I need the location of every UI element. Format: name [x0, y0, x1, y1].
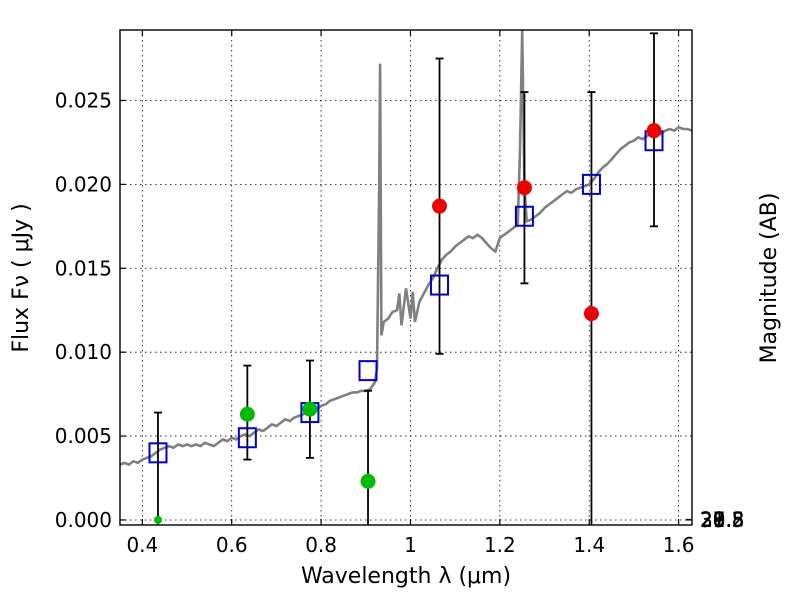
low-sn-point [153, 515, 162, 524]
low-sn-point [239, 406, 255, 422]
x-tick-label: 0.8 [305, 533, 337, 557]
x-tick-label: 1 [404, 533, 417, 557]
x-tick-label: 0.6 [216, 533, 248, 557]
magnitude-tick-label: 28 [700, 508, 725, 532]
model-spectrum [119, 29, 693, 467]
magnitude-tick-label: 31 [700, 508, 725, 532]
model-spectrum-line [119, 29, 693, 467]
x-tick-label: 1.2 [484, 533, 516, 557]
model-photometry-square [358, 360, 378, 382]
magnitude-tick-label: 28.2 [700, 508, 745, 532]
error-bars [153, 32, 659, 525]
y-tick-label: 0.000 [55, 508, 112, 532]
model-photometry [148, 130, 664, 464]
y-tick-label: 0.020 [55, 172, 112, 196]
detection-point [583, 306, 599, 322]
plot-frame [119, 29, 693, 526]
magnitude-tick-label: 29 [700, 508, 725, 532]
magnitude-tick-label: 28.5 [700, 508, 745, 532]
x-tick-label: 1.4 [573, 533, 605, 557]
model-photometry-square [148, 442, 168, 464]
detection-point [646, 123, 662, 139]
observed-photometry [153, 123, 662, 524]
grid [120, 30, 692, 525]
x-tick-label: 0.4 [126, 533, 158, 557]
y-tick-label: 0.010 [55, 340, 112, 364]
axis-ticks [120, 30, 692, 525]
y-tick-label: 0.005 [55, 424, 112, 448]
y-tick-labels: 0.000 0.005 0.010 0.015 0.020 0.025 [55, 88, 112, 531]
y-axis-label: Flux Fν ( μJy ) [9, 203, 34, 352]
y-tick-label: 0.025 [55, 88, 112, 112]
model-photometry-square [237, 427, 257, 449]
x-tick-labels: 0.4 0.6 0.8 1 1.2 1.4 1.6 [126, 533, 694, 557]
magnitude-tick-label: 27.8 [700, 508, 745, 532]
magnitude-tick-label: 29.5 [700, 508, 745, 532]
y-tick-label: 0.015 [55, 256, 112, 280]
detection-point [516, 180, 532, 196]
magnitude-axis-label: Magnitude (AB) [757, 193, 782, 364]
plot-border [119, 29, 693, 526]
detection-point [432, 198, 448, 214]
model-photometry-square [430, 274, 450, 296]
low-sn-point [360, 473, 376, 489]
model-photometry-square [581, 173, 601, 195]
model-photometry-square [514, 205, 534, 227]
low-sn-point [302, 401, 318, 417]
x-tick-label: 1.6 [663, 533, 695, 557]
x-axis-label: Wavelength λ (μm) [301, 564, 511, 589]
magnitude-tick-label: 30 [700, 508, 725, 532]
